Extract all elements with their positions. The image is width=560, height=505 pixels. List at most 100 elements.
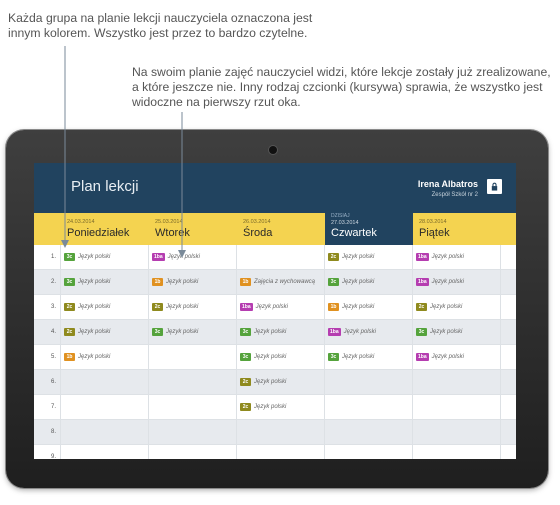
lesson-cell[interactable]: 2c Język polski	[237, 395, 325, 419]
group-badge: 2c	[240, 403, 251, 411]
subject-label: Język polski	[166, 304, 199, 310]
subject-label: Zajęcia z wychowawcą	[254, 279, 316, 285]
day-header-1[interactable]: 24.03.2014 Poniedziałek	[61, 213, 149, 245]
lesson-cell[interactable]: 1ba Język polski	[325, 320, 413, 344]
day-name: Wtorek	[155, 227, 190, 239]
lesson-cell[interactable]: 1b Zajęcia z wychowawcą	[237, 270, 325, 294]
lesson-cell[interactable]: 1b Język polski	[325, 295, 413, 319]
page-title: Plan lekcji	[71, 178, 139, 195]
lesson-cell[interactable]: 1b Język polski	[61, 345, 149, 369]
lesson-cell	[237, 245, 325, 269]
day-name: Środa	[243, 227, 273, 239]
group-badge: 1ba	[416, 253, 429, 261]
group-badge: 3c	[416, 328, 427, 336]
group-badge: 3c	[64, 278, 75, 286]
subject-label: Język polski	[255, 304, 288, 310]
subject-label: Język polski	[254, 329, 287, 335]
day-header-5[interactable]: 28.03.2014 Piątek	[413, 213, 501, 245]
lesson-number: 9.	[34, 445, 61, 459]
day-date: 25.03.2014	[155, 219, 183, 225]
subject-label: Język polski	[78, 254, 111, 260]
day-date: 27.03.2014	[331, 220, 359, 226]
lesson-cell[interactable]: 3c Język polski	[61, 245, 149, 269]
lock-icon	[491, 182, 498, 191]
group-badge: 1b	[240, 278, 251, 286]
lesson-cell[interactable]: 2c Język polski	[413, 295, 501, 319]
subject-label: Język polski	[430, 304, 463, 310]
day-name: Czwartek	[331, 227, 377, 239]
subject-label: Język polski	[254, 354, 287, 360]
group-badge: 2c	[152, 303, 163, 311]
tablet-screen: Plan lekcji Irena Albatros Zespół Szkół …	[34, 163, 516, 459]
lesson-cell[interactable]: 1ba Język polski	[413, 270, 501, 294]
group-badge: 2c	[64, 303, 75, 311]
day-header-4[interactable]: DZISIAJ 27.03.2014 Czwartek	[325, 213, 413, 245]
day-name: Piątek	[419, 227, 450, 239]
group-badge: 2c	[64, 328, 75, 336]
lesson-cell[interactable]: 2c Język polski	[61, 295, 149, 319]
lesson-cell[interactable]: 3c Język polski	[237, 320, 325, 344]
lesson-cell[interactable]: 2c Język polski	[149, 295, 237, 319]
lesson-cell[interactable]: 2c Język polski	[237, 370, 325, 394]
lesson-cell[interactable]: 2c Język polski	[61, 320, 149, 344]
lesson-cell	[61, 395, 149, 419]
lesson-cell	[149, 370, 237, 394]
lesson-cell[interactable]: 3c Język polski	[149, 320, 237, 344]
callout-italic-lessons: Na swoim planie zajęć nauczyciel widzi, …	[132, 65, 551, 109]
day-header-3[interactable]: 26.03.2014 Środa	[237, 213, 325, 245]
subject-label: Język polski	[342, 279, 375, 285]
subject-label: Język polski	[342, 254, 375, 260]
subject-label: Język polski	[166, 279, 199, 285]
table-row: 4. 2c Język polski 3c Język polski 3c Język po…	[34, 320, 516, 345]
day-name: Poniedziałek	[67, 227, 130, 239]
subject-label: Język polski	[342, 304, 375, 310]
lesson-cell[interactable]: 3c Język polski	[61, 270, 149, 294]
group-badge: 2c	[328, 253, 339, 261]
lesson-cell	[325, 370, 413, 394]
group-badge: 1ba	[240, 303, 253, 311]
lesson-cell[interactable]: 2c Język polski	[325, 245, 413, 269]
lesson-cell	[61, 420, 149, 444]
table-row: 5. 1b Język polski 3c Język polski 3c Język po…	[34, 345, 516, 370]
callout-group-colors: Każda grupa na planie lekcji nauczyciela…	[8, 11, 313, 40]
table-row: 2. 3c Język polski 1b Język polski 1b Zajęcia …	[34, 270, 516, 295]
lesson-cell[interactable]: 1ba Język polski	[413, 245, 501, 269]
lesson-cell	[237, 445, 325, 459]
lesson-cell[interactable]: 1ba Język polski	[237, 295, 325, 319]
subject-label: Język polski	[254, 404, 287, 410]
lesson-number: 1.	[34, 245, 61, 269]
lesson-cell	[325, 445, 413, 459]
lock-button[interactable]	[487, 179, 502, 194]
today-label: DZISIAJ	[331, 213, 350, 219]
table-row: 3. 2c Język polski 2c Język polski 1ba Język p…	[34, 295, 516, 320]
subject-label: Język polski	[431, 254, 464, 260]
subject-label: Język polski	[431, 354, 464, 360]
lesson-cell[interactable]: 3c Język polski	[325, 345, 413, 369]
lesson-cell[interactable]: 1b Język polski	[149, 270, 237, 294]
lesson-cell	[325, 395, 413, 419]
lesson-cell[interactable]: 3c Język polski	[325, 270, 413, 294]
app-header: Plan lekcji Irena Albatros Zespół Szkół …	[34, 163, 516, 213]
lesson-cell[interactable]: 1ba Język polski	[413, 345, 501, 369]
group-badge: 2c	[240, 378, 251, 386]
lesson-cell[interactable]: 1ba Język polski	[149, 245, 237, 269]
lesson-cell	[413, 445, 501, 459]
group-badge: 1b	[64, 353, 75, 361]
lesson-cell[interactable]: 3c Język polski	[413, 320, 501, 344]
lesson-number: 4.	[34, 320, 61, 344]
day-header-2[interactable]: 25.03.2014 Wtorek	[149, 213, 237, 245]
group-badge: 3c	[64, 253, 75, 261]
lesson-cell	[237, 420, 325, 444]
lesson-number: 3.	[34, 295, 61, 319]
lesson-cell[interactable]: 3c Język polski	[237, 345, 325, 369]
subject-label: Język polski	[78, 329, 111, 335]
lesson-cell	[413, 420, 501, 444]
lesson-schedule-grid: 1. 3c Język polski 1ba Język polski 2c Język p…	[34, 245, 516, 459]
subject-label: Język polski	[78, 279, 111, 285]
lesson-cell	[413, 395, 501, 419]
camera-icon	[269, 146, 277, 154]
lesson-cell	[149, 420, 237, 444]
group-badge: 3c	[240, 353, 251, 361]
table-row: 9.	[34, 445, 516, 459]
day-date: 24.03.2014	[67, 219, 95, 225]
